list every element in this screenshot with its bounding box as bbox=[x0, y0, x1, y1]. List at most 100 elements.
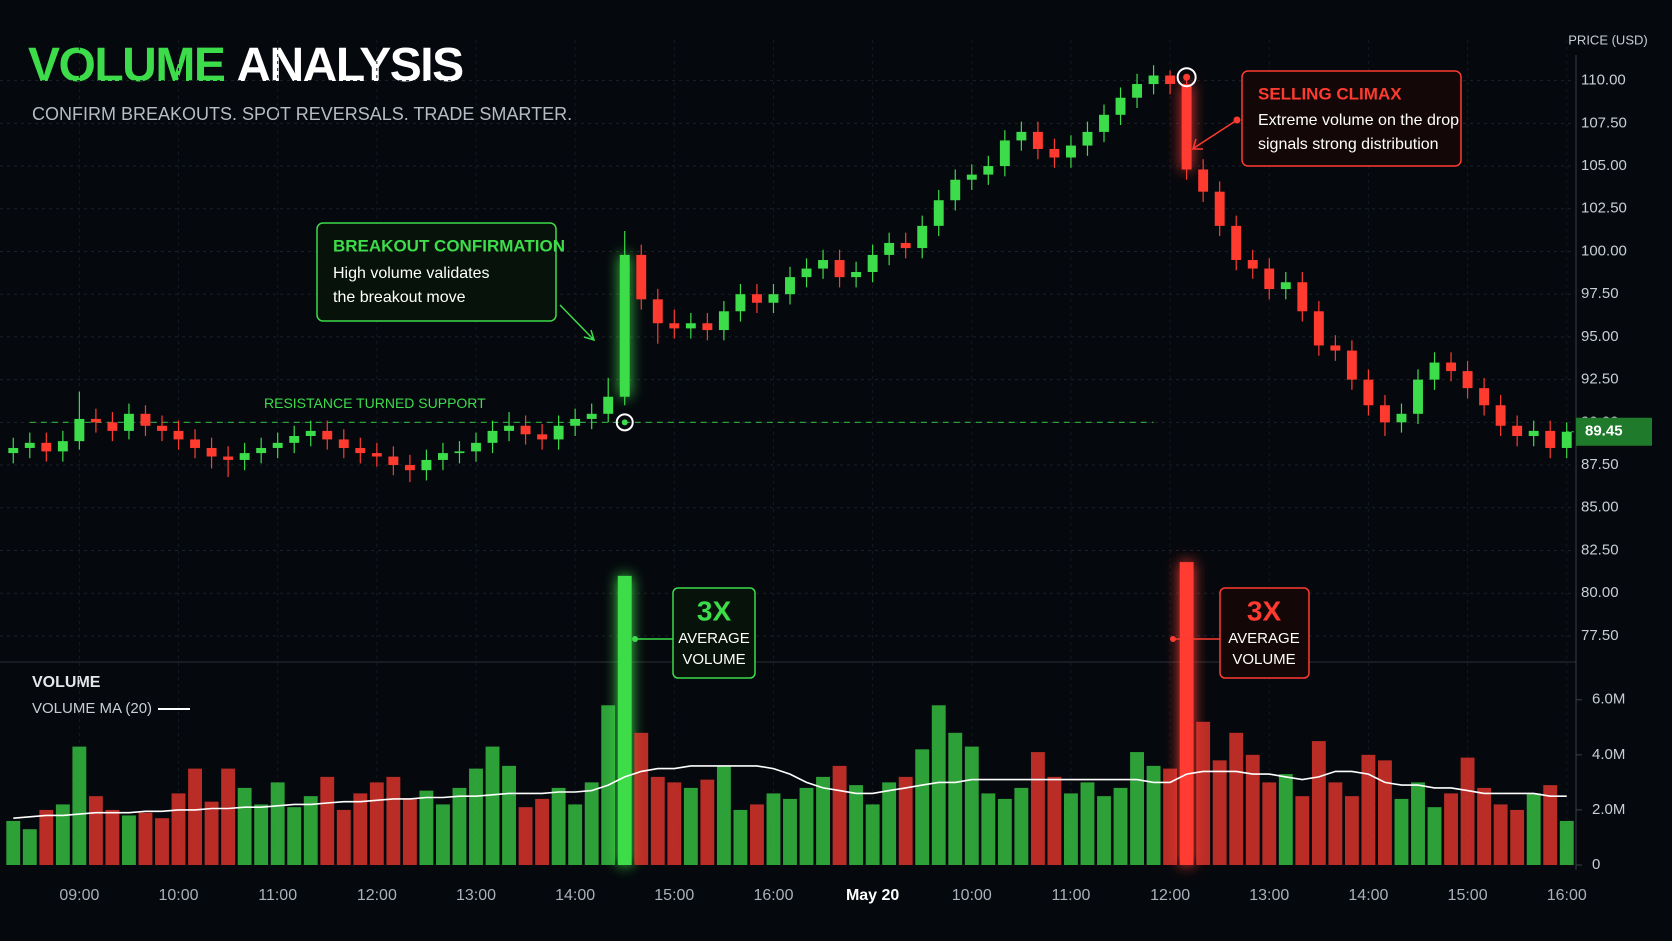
volume-bar bbox=[1460, 757, 1475, 865]
breakout-multiple: 3X bbox=[697, 595, 732, 626]
x-tick-label: 13:00 bbox=[456, 887, 496, 904]
candle-body bbox=[190, 439, 201, 448]
volume-bar bbox=[700, 779, 715, 865]
candle-body bbox=[504, 425, 515, 431]
breakout-line: the breakout move bbox=[333, 289, 466, 306]
volume-bar bbox=[1493, 804, 1508, 865]
volume-bar bbox=[72, 746, 87, 865]
breakout-multiple-line: AVERAGE bbox=[678, 630, 749, 647]
candle-body bbox=[966, 174, 977, 180]
candle-body bbox=[272, 442, 283, 448]
volume-bar bbox=[1278, 774, 1293, 865]
volume-bar bbox=[1427, 807, 1442, 865]
volume-bar bbox=[1394, 798, 1409, 865]
candle-body bbox=[900, 242, 911, 249]
volume-bar bbox=[1047, 776, 1062, 865]
volume-bar bbox=[353, 793, 368, 865]
candle-body bbox=[1379, 405, 1390, 423]
candle-body bbox=[437, 453, 448, 460]
candle-body bbox=[1214, 191, 1225, 226]
candle-body bbox=[1065, 145, 1076, 158]
climax-connector-dot bbox=[1170, 636, 1176, 642]
volume-bar bbox=[105, 809, 120, 865]
volume-bar bbox=[1146, 765, 1161, 865]
volume-bar bbox=[204, 801, 219, 865]
volume-bar bbox=[1559, 820, 1574, 865]
candle-body bbox=[1264, 268, 1275, 290]
candle-body bbox=[305, 430, 316, 437]
y-tick-label: 95.00 bbox=[1581, 328, 1619, 345]
climax-line: Extreme volume on the drop bbox=[1258, 112, 1459, 129]
y-tick-label: 102.50 bbox=[1581, 200, 1627, 217]
volume-bar bbox=[535, 798, 550, 865]
volume-bar bbox=[1064, 793, 1078, 865]
x-tick-label: 15:00 bbox=[654, 887, 694, 904]
volume-bar bbox=[369, 782, 384, 865]
candle-body bbox=[718, 311, 729, 331]
breakout-marker bbox=[615, 413, 634, 432]
candle-body bbox=[107, 422, 118, 431]
volume-bar bbox=[799, 787, 814, 865]
candle-body bbox=[1479, 388, 1490, 406]
candle-body bbox=[553, 425, 564, 440]
volume-bar bbox=[931, 705, 946, 865]
candle-body bbox=[950, 179, 961, 201]
price-axis-label: PRICE (USD) bbox=[1568, 32, 1647, 47]
volume-bar bbox=[22, 829, 37, 865]
x-tick-label: 16:00 bbox=[753, 887, 793, 904]
x-tick-label: 11:00 bbox=[258, 887, 297, 904]
volume-bar bbox=[716, 765, 731, 865]
volume-bar bbox=[452, 787, 467, 865]
x-tick-label: 16:00 bbox=[1547, 887, 1587, 904]
candle-body bbox=[157, 425, 167, 431]
volume-bar bbox=[634, 732, 649, 865]
climax-line: signals strong distribution bbox=[1258, 136, 1439, 153]
volume-bar bbox=[667, 782, 682, 865]
y-tick-label: 110.00 bbox=[1581, 72, 1626, 89]
y-tick-label: 97.50 bbox=[1581, 285, 1619, 302]
volume-bar bbox=[1130, 752, 1144, 865]
volume-bar bbox=[1411, 782, 1425, 865]
candle-body bbox=[1148, 75, 1159, 85]
y-tick-label: 105.00 bbox=[1581, 157, 1627, 174]
candle-body bbox=[1049, 148, 1060, 158]
candle-body bbox=[404, 465, 415, 471]
y-tick-label: 87.50 bbox=[1581, 456, 1619, 473]
volume-bar bbox=[948, 732, 963, 865]
volume-bar bbox=[138, 812, 153, 865]
breakout-multiple-box bbox=[672, 587, 756, 679]
volume-tick-label: 2.0M bbox=[1592, 801, 1625, 818]
volume-bar bbox=[1543, 785, 1558, 865]
x-tick-label: 10:00 bbox=[159, 887, 199, 904]
volume-bar bbox=[1510, 809, 1525, 865]
annotations: BREAKOUT CONFIRMATION High volume valida… bbox=[316, 70, 1462, 679]
candle-body bbox=[338, 439, 349, 448]
candle-body bbox=[1313, 311, 1324, 346]
volume-bar bbox=[584, 782, 599, 865]
volume-bar bbox=[221, 768, 236, 865]
candle-body bbox=[834, 260, 845, 278]
volume-bar bbox=[270, 782, 285, 865]
candle-body bbox=[1495, 405, 1506, 426]
breakout-line: High volume validates bbox=[333, 265, 490, 282]
volume-bar bbox=[650, 776, 665, 865]
x-tick-label: 10:00 bbox=[952, 887, 992, 904]
volume-tick-label: 4.0M bbox=[1592, 746, 1625, 763]
candle-body bbox=[1429, 362, 1440, 380]
candle-body bbox=[454, 451, 465, 454]
volume-bar bbox=[750, 804, 764, 865]
candle-body bbox=[322, 430, 333, 440]
candle-body bbox=[487, 430, 498, 443]
candle-body bbox=[1462, 371, 1473, 389]
x-tick-label: 11:00 bbox=[1052, 887, 1091, 904]
volume-bar bbox=[6, 820, 21, 865]
breakout-marker-dot bbox=[621, 419, 628, 426]
volume-bar bbox=[518, 807, 533, 865]
volume-bars bbox=[6, 562, 1574, 865]
volume-bar bbox=[964, 746, 979, 865]
volume-title: VOLUME bbox=[32, 674, 101, 691]
volume-bar bbox=[436, 804, 450, 865]
volume-bar bbox=[1229, 732, 1244, 865]
climax-multiple-box bbox=[1219, 587, 1310, 679]
